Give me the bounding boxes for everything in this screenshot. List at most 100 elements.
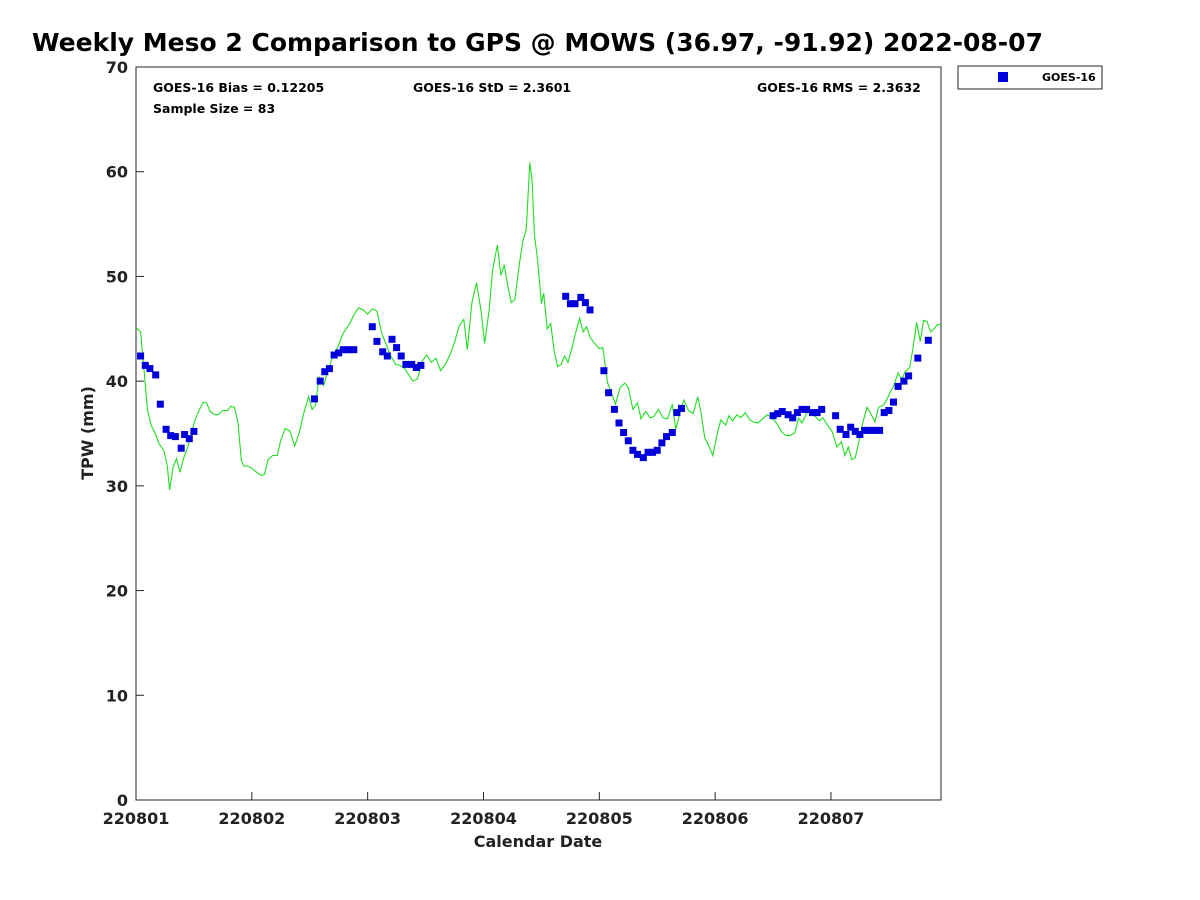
goes-16-point bbox=[402, 360, 410, 368]
legend-box bbox=[957, 65, 1103, 90]
goes-16-point bbox=[900, 377, 908, 385]
goes-16-point bbox=[653, 446, 661, 454]
x-axis: 220801 220802 220803 220804 220805 220806 2208… bbox=[103, 792, 865, 828]
y-tick-label: 20 bbox=[106, 582, 128, 601]
goes-16-point bbox=[673, 409, 681, 417]
goes-16-point bbox=[566, 300, 574, 308]
goes-16-point bbox=[798, 405, 806, 413]
goes-16-point bbox=[832, 412, 840, 420]
goes-16-point bbox=[177, 444, 185, 452]
goes-16-point bbox=[880, 409, 888, 417]
legend: GOES-16 bbox=[957, 65, 1103, 90]
goes-16-point bbox=[335, 349, 343, 357]
y-axis-title: TPW (mm) bbox=[78, 386, 97, 480]
goes-16-point bbox=[803, 405, 811, 413]
goes-16-point bbox=[162, 425, 170, 433]
goes-16-point bbox=[620, 429, 628, 436]
goes-16-point bbox=[624, 437, 632, 445]
x-tick-label: 220807 bbox=[798, 809, 865, 828]
goes-16-point bbox=[344, 346, 352, 354]
x-tick-label: 220805 bbox=[566, 809, 633, 828]
goes-16-point bbox=[842, 431, 850, 438]
x-tick-label: 220803 bbox=[334, 809, 401, 828]
y-tick-label: 10 bbox=[106, 686, 128, 705]
rms-stat: GOES-16 RMS = 2.3632 bbox=[757, 80, 921, 95]
goes-16-point bbox=[325, 365, 333, 373]
goes-16-point bbox=[784, 411, 792, 419]
goes-16-point bbox=[663, 433, 670, 441]
x-tick-label: 220806 bbox=[682, 809, 749, 828]
goes-16-point bbox=[586, 306, 594, 314]
goes-16-point bbox=[813, 409, 821, 417]
goes-16-point bbox=[156, 400, 164, 408]
goes-16-point bbox=[310, 395, 318, 403]
x-tick-label: 220804 bbox=[450, 809, 517, 828]
goes-16-point bbox=[417, 361, 425, 369]
goes-16-point bbox=[373, 337, 381, 345]
goes-16-point bbox=[905, 372, 913, 380]
goes-16-point bbox=[393, 344, 401, 352]
chart-title: Weekly Meso 2 Comparison to GPS @ MOWS (… bbox=[32, 28, 1043, 57]
bias-stat: GOES-16 Bias = 0.12205 bbox=[153, 80, 324, 95]
goes-16-point bbox=[789, 414, 797, 422]
goes-16-point bbox=[914, 354, 922, 362]
goes-16-point bbox=[769, 412, 777, 420]
goes-16-point bbox=[581, 299, 589, 307]
y-axis: 0 10 20 30 40 50 60 70 bbox=[106, 58, 144, 810]
goes-16-point bbox=[885, 407, 893, 414]
goes-16-point bbox=[634, 450, 641, 458]
goes-16-point bbox=[658, 439, 666, 447]
goes-16-point bbox=[408, 360, 416, 368]
goes-16-point bbox=[851, 427, 859, 435]
goes-16-point bbox=[141, 361, 149, 369]
goes-16-point bbox=[847, 423, 855, 431]
goes-16-point bbox=[383, 352, 391, 360]
sample-size-stat: Sample Size = 83 bbox=[153, 101, 275, 116]
goes-16-point bbox=[316, 377, 324, 385]
goes-16-point bbox=[388, 335, 396, 343]
goes-16-point bbox=[629, 446, 637, 454]
goes-16-point bbox=[152, 371, 160, 379]
goes-16-point bbox=[774, 410, 782, 418]
legend-marker-goes-16 bbox=[998, 72, 1008, 82]
goes-16-point bbox=[649, 448, 657, 456]
y-tick-label: 70 bbox=[106, 58, 128, 77]
goes-16-point bbox=[185, 435, 193, 443]
goes-16-point bbox=[865, 426, 873, 434]
goes-16-series bbox=[137, 292, 932, 462]
goes-16-point bbox=[678, 404, 685, 412]
goes-16-point bbox=[856, 431, 864, 438]
goes-16-point bbox=[605, 389, 613, 397]
goes-16-point bbox=[562, 292, 570, 300]
legend-label-goes-16: GOES-16 bbox=[1042, 71, 1096, 84]
goes-16-point bbox=[321, 368, 329, 376]
goes-16-point bbox=[610, 405, 618, 413]
goes-16-point bbox=[894, 382, 902, 390]
x-axis-title: Calendar Date bbox=[474, 832, 603, 851]
goes-16-point bbox=[350, 346, 358, 354]
goes-16-point bbox=[876, 426, 884, 434]
goes-16-point bbox=[668, 429, 676, 436]
goes-16-point bbox=[190, 427, 198, 435]
goes-16-point bbox=[167, 432, 175, 440]
goes-16-point bbox=[137, 352, 145, 360]
goes-16-point bbox=[924, 336, 932, 344]
goes-16-point bbox=[571, 300, 579, 308]
goes-16-point bbox=[412, 364, 420, 371]
y-tick-label: 60 bbox=[106, 163, 128, 182]
goes-16-point bbox=[577, 293, 585, 301]
goes-16-point bbox=[778, 408, 786, 415]
x-tick-label: 220801 bbox=[103, 809, 170, 828]
goes-16-point bbox=[379, 348, 387, 356]
goes-16-point bbox=[339, 346, 347, 354]
goes-16-point bbox=[368, 323, 376, 331]
goes-16-point bbox=[836, 425, 844, 433]
goes-16-point bbox=[146, 365, 154, 373]
goes-16-point bbox=[818, 405, 826, 413]
goes-16-point bbox=[871, 426, 879, 434]
y-tick-label: 30 bbox=[106, 477, 128, 496]
std-stat: GOES-16 StD = 2.3601 bbox=[413, 80, 571, 95]
plot-area bbox=[135, 66, 942, 801]
goes-16-point bbox=[330, 351, 338, 359]
